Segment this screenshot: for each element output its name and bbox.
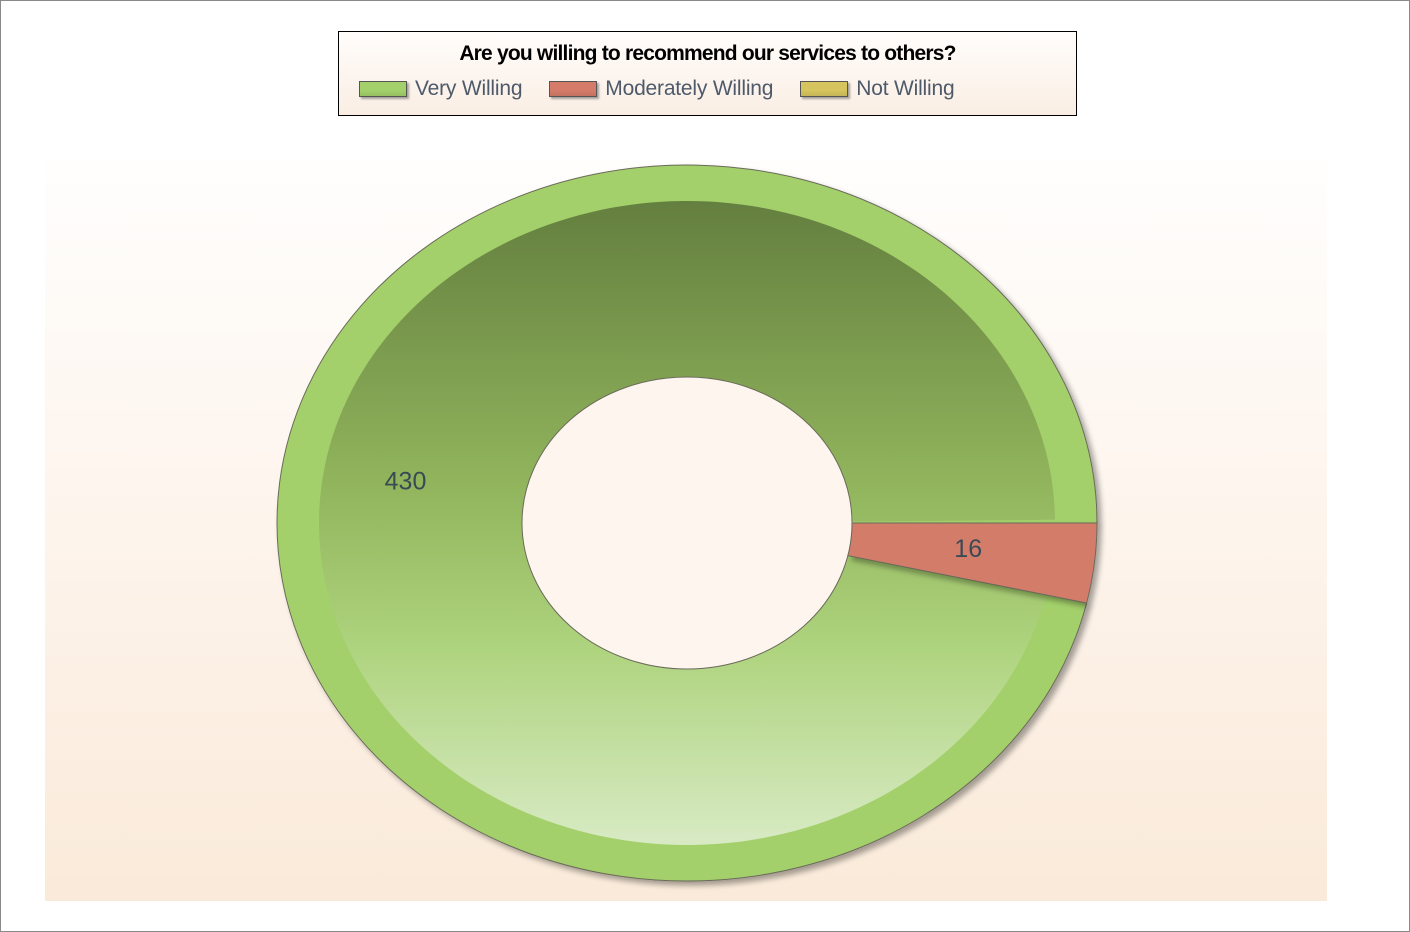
slice-very-willing-shading [319, 201, 1055, 846]
chart-title: Are you willing to recommend our service… [459, 42, 956, 65]
donut-hole [521, 376, 853, 670]
donut-slices [276, 164, 1098, 882]
legend-item-not-willing: Not Willing [800, 77, 955, 101]
legend: Are you willing to recommend our service… [338, 31, 1077, 116]
data-label-moderately-willing: 16 [954, 535, 982, 563]
donut-labels: 430 16 [385, 468, 982, 563]
legend-label-not-willing: Not Willing [856, 77, 955, 100]
legend-swatch-very-willing [359, 81, 407, 97]
legend-item-very-willing: Very Willing [359, 77, 522, 101]
legend-swatch-moderately-willing [549, 81, 598, 97]
legend-items: Very Willing Moderately Willing Not Will… [359, 77, 981, 101]
data-label-very-willing: 430 [385, 468, 427, 496]
legend-label-moderately-willing: Moderately Willing [605, 77, 774, 100]
legend-swatch-not-willing [800, 81, 849, 97]
legend-label-very-willing: Very Willing [415, 77, 523, 100]
legend-item-moderately-willing: Moderately Willing [549, 77, 773, 101]
